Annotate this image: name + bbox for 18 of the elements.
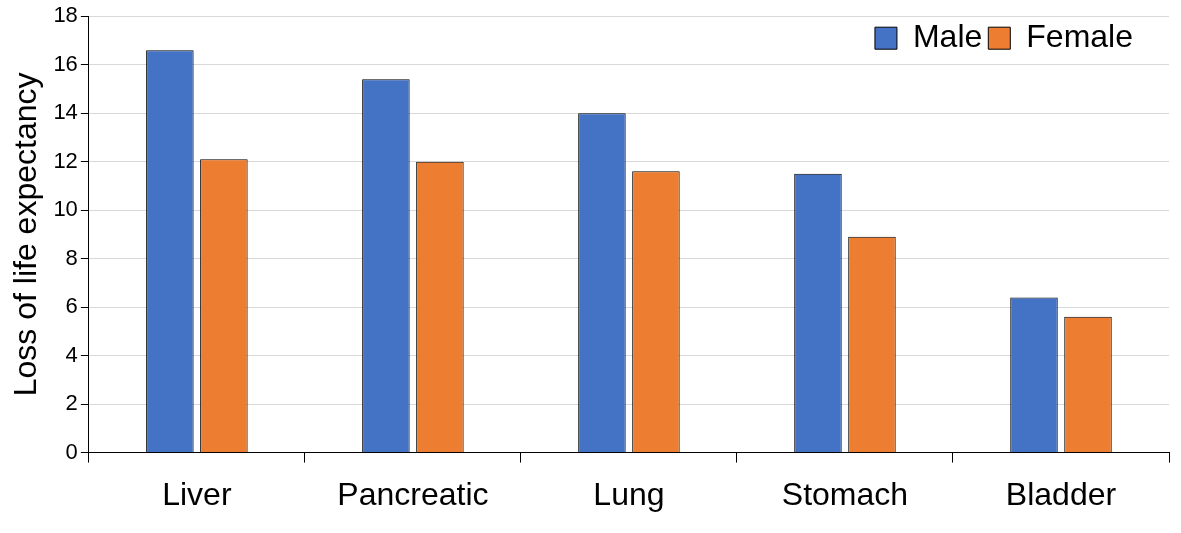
- y-tick-label: 18: [53, 2, 78, 28]
- legend-label: Male: [912, 18, 983, 55]
- y-tick-label: 0: [65, 438, 78, 464]
- y-axis-title: Loss of life expectancy: [7, 72, 44, 397]
- x-tick-label: Stomach: [781, 475, 909, 512]
- x-tick-label: Bladder: [1005, 475, 1117, 512]
- x-tick-label: Lung: [593, 475, 665, 512]
- y-tick-label: 4: [65, 341, 78, 367]
- y-tick-label: 12: [53, 147, 78, 173]
- legend-label: Female: [1026, 18, 1133, 55]
- x-tick-label: Liver: [162, 475, 232, 512]
- y-tick-label: 6: [65, 293, 78, 319]
- x-tick-label: Pancreatic: [337, 475, 489, 512]
- y-tick-label: 2: [65, 390, 78, 416]
- y-tick-label: 8: [65, 244, 78, 270]
- y-tick-label: 14: [53, 99, 78, 125]
- y-tick-label: 16: [53, 50, 78, 76]
- y-tick-label: 10: [53, 196, 78, 222]
